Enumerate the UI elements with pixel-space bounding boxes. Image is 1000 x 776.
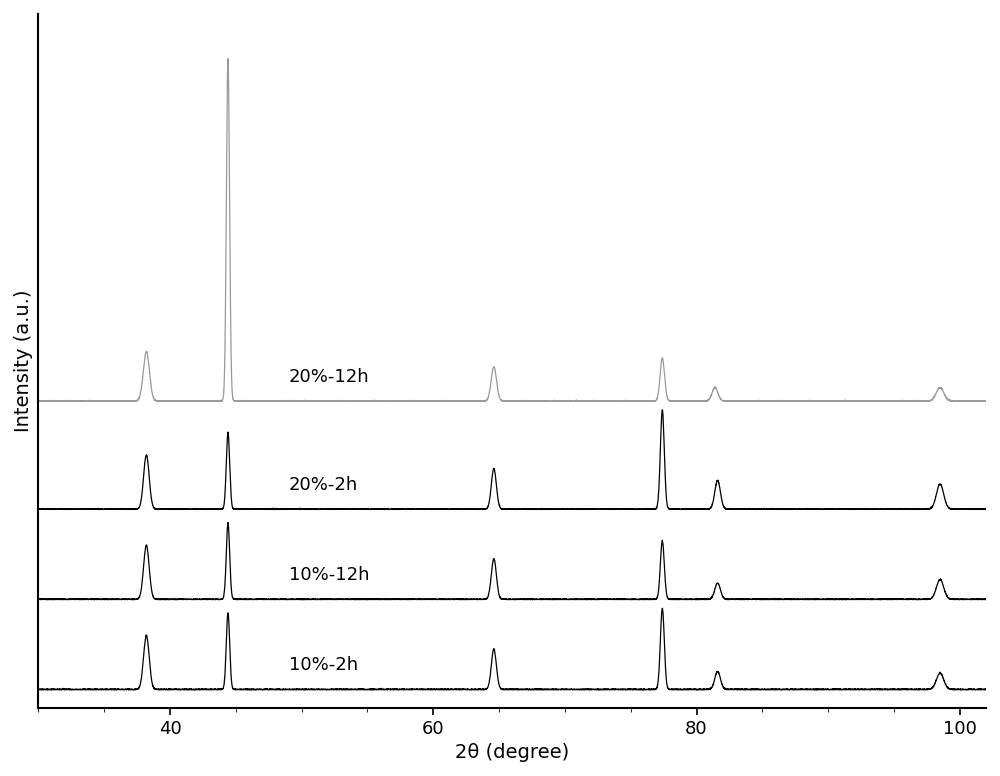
Text: 20%-2h: 20%-2h bbox=[289, 476, 358, 494]
X-axis label: 2θ (degree): 2θ (degree) bbox=[455, 743, 569, 762]
Y-axis label: Intensity (a.u.): Intensity (a.u.) bbox=[14, 289, 33, 432]
Text: 10%-2h: 10%-2h bbox=[289, 656, 358, 674]
Text: 20%-12h: 20%-12h bbox=[289, 368, 369, 386]
Text: 10%-12h: 10%-12h bbox=[289, 566, 369, 584]
